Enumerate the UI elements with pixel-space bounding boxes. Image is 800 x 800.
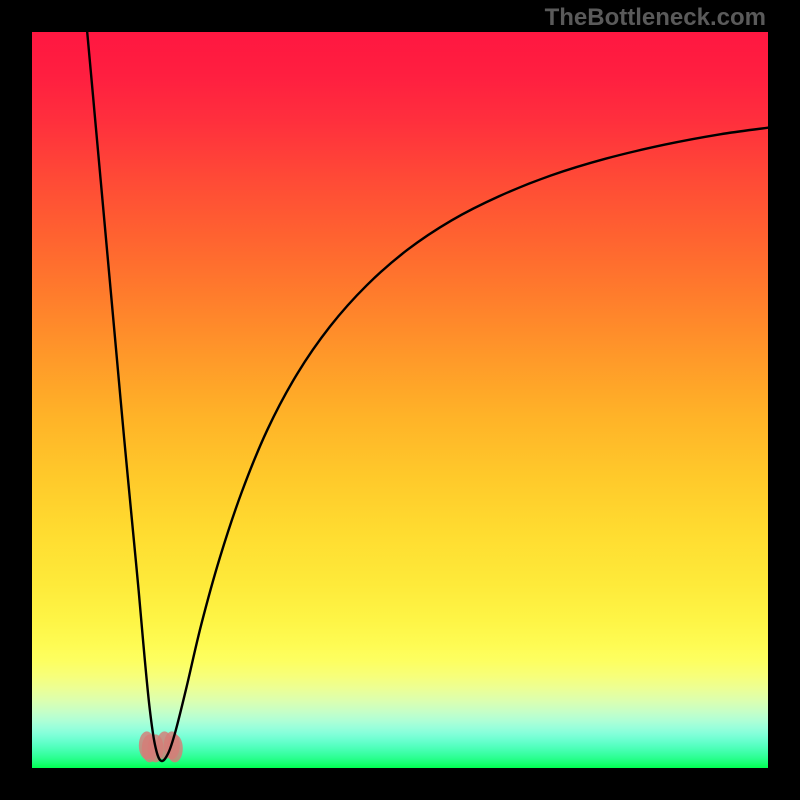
gradient-background bbox=[32, 32, 768, 768]
bottleneck-chart bbox=[0, 0, 800, 800]
zero-markers-group bbox=[139, 731, 183, 762]
plot-area bbox=[32, 2, 788, 768]
watermark-text: TheBottleneck.com bbox=[545, 4, 766, 32]
